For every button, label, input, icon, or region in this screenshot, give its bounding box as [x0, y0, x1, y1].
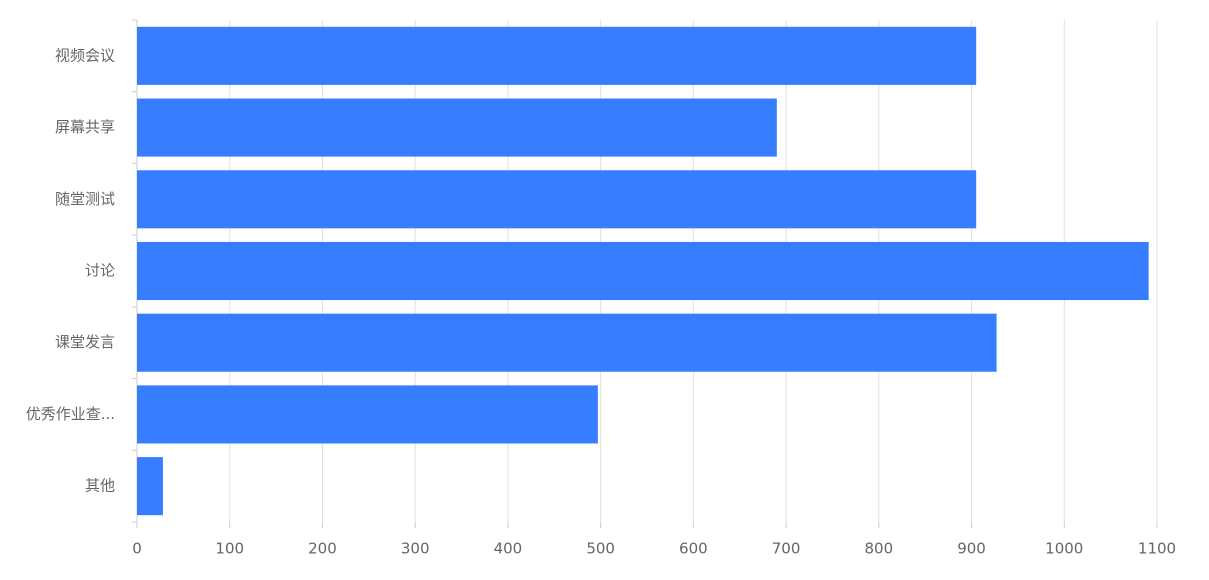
y-tick-label: 屏幕共享 [55, 118, 115, 136]
x-tick-label: 700 [772, 540, 801, 558]
bar [137, 241, 1149, 301]
bar [137, 457, 163, 516]
bar [137, 98, 777, 157]
y-tick-label: 视频会议 [55, 46, 115, 64]
x-tick-label: 300 [401, 540, 430, 558]
y-tick-label: 随堂测试 [55, 190, 115, 208]
x-tick-label: 400 [494, 540, 523, 558]
bar [137, 170, 977, 229]
bar [137, 313, 997, 372]
y-tick-label: 其他 [85, 477, 115, 495]
x-tick-label: 0 [132, 540, 142, 558]
x-tick-label: 200 [308, 540, 337, 558]
y-tick-label: 课堂发言 [55, 333, 115, 351]
x-tick-label: 1000 [1045, 540, 1083, 558]
x-tick-label: 600 [679, 540, 708, 558]
x-tick-label: 800 [864, 540, 893, 558]
x-tick-label: 500 [586, 540, 615, 558]
bar [137, 385, 598, 444]
x-tick-label: 1100 [1138, 540, 1176, 558]
y-tick-label: 讨论 [85, 262, 115, 280]
x-tick-label: 900 [957, 540, 986, 558]
x-tick-label: 100 [215, 540, 244, 558]
bar [137, 26, 977, 85]
y-tick-label: 优秀作业查... [26, 405, 115, 423]
